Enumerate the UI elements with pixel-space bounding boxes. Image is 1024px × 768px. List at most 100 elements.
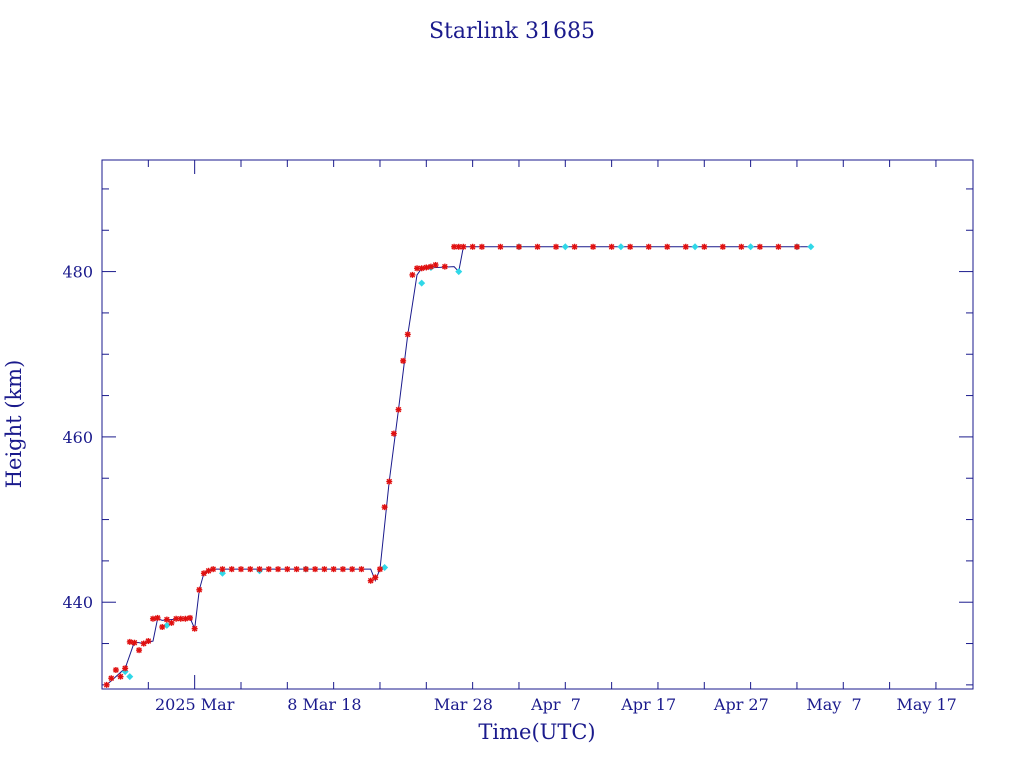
data-point xyxy=(460,243,467,250)
data-point xyxy=(275,566,282,573)
data-point xyxy=(515,243,522,250)
data-point xyxy=(381,504,388,511)
data-point xyxy=(807,243,815,251)
data-point xyxy=(418,279,426,287)
y-tick-label: 460 xyxy=(62,428,93,447)
data-point xyxy=(571,243,578,250)
data-point xyxy=(349,566,356,573)
data-point xyxy=(159,624,166,631)
data-point xyxy=(719,243,726,250)
data-point xyxy=(228,566,235,573)
data-point xyxy=(126,638,133,645)
data-point xyxy=(691,243,699,251)
x-tick-label: Apr 7 xyxy=(530,695,581,714)
data-line xyxy=(106,246,811,686)
y-axis-label: Height (km) xyxy=(2,360,26,489)
data-point xyxy=(140,640,147,647)
data-point xyxy=(608,243,615,250)
x-axis-label: Time(UTC) xyxy=(478,720,595,744)
data-point xyxy=(390,430,397,437)
data-point xyxy=(376,566,383,573)
data-point xyxy=(126,673,134,681)
data-point xyxy=(617,243,625,251)
data-point xyxy=(149,615,156,622)
data-point xyxy=(395,406,402,413)
data-point xyxy=(103,681,110,688)
data-point xyxy=(367,577,374,584)
x-tick-label: Mar 28 xyxy=(434,695,493,714)
data-point xyxy=(339,566,346,573)
data-point xyxy=(469,243,476,250)
data-point xyxy=(561,243,569,251)
data-point xyxy=(108,675,115,682)
data-point xyxy=(534,243,541,250)
data-point xyxy=(187,614,194,621)
tick-marks xyxy=(101,160,973,689)
data-point xyxy=(173,615,180,622)
data-point xyxy=(112,666,119,673)
plot-frame xyxy=(101,159,974,690)
series-line xyxy=(106,246,811,686)
data-point xyxy=(163,616,170,623)
data-point xyxy=(497,243,504,250)
data-point xyxy=(775,243,782,250)
data-point xyxy=(265,566,272,573)
x-tick-labels: 2025 Mar 8 Mar 18 Mar 28 Apr 7 Apr 17 Apr 27 M… xyxy=(155,695,957,714)
data-point xyxy=(358,566,365,573)
data-point xyxy=(131,639,138,646)
data-point xyxy=(196,586,203,593)
data-point xyxy=(645,243,652,250)
x-tick-label: 2025 Mar xyxy=(155,695,235,714)
data-point xyxy=(627,243,634,250)
data-point xyxy=(400,357,407,364)
data-point xyxy=(409,271,416,278)
x-tick-label: May 7 xyxy=(806,695,861,714)
data-point xyxy=(756,243,763,250)
data-point xyxy=(664,243,671,250)
data-point xyxy=(793,243,800,250)
data-point xyxy=(682,243,689,250)
data-point xyxy=(182,615,189,622)
data-point xyxy=(478,243,485,250)
data-point xyxy=(455,268,463,276)
data-point xyxy=(145,638,152,645)
y-tick-label: 480 xyxy=(62,263,93,282)
data-point xyxy=(312,566,319,573)
data-markers xyxy=(103,243,815,688)
data-point xyxy=(168,619,175,626)
data-point xyxy=(386,478,393,485)
data-point xyxy=(701,243,708,250)
data-point xyxy=(219,566,226,573)
data-point xyxy=(747,243,755,251)
data-point xyxy=(122,665,129,672)
data-point xyxy=(372,574,379,581)
data-point xyxy=(191,625,198,632)
data-point xyxy=(441,263,448,270)
data-point xyxy=(404,331,411,338)
data-point xyxy=(590,243,597,250)
data-point xyxy=(247,566,254,573)
data-point xyxy=(154,614,161,621)
data-point xyxy=(330,566,337,573)
data-point xyxy=(302,566,309,573)
data-point xyxy=(293,566,300,573)
data-point xyxy=(738,243,745,250)
data-point xyxy=(177,615,184,622)
data-point xyxy=(200,570,207,577)
data-point xyxy=(418,265,425,272)
x-tick-label: May 17 xyxy=(896,695,956,714)
data-point xyxy=(553,243,560,250)
data-point xyxy=(117,673,124,680)
y-tick-labels: 440 460 480 xyxy=(62,263,93,613)
data-point xyxy=(423,264,430,271)
data-point xyxy=(284,566,291,573)
data-point xyxy=(237,566,244,573)
data-point xyxy=(256,566,263,573)
data-point xyxy=(136,647,143,654)
chart-title: Starlink 31685 xyxy=(429,19,595,44)
x-tick-label: 8 Mar 18 xyxy=(287,695,361,714)
data-point xyxy=(210,566,217,573)
x-tick-label: Apr 17 xyxy=(620,695,676,714)
y-tick-label: 440 xyxy=(62,593,93,612)
